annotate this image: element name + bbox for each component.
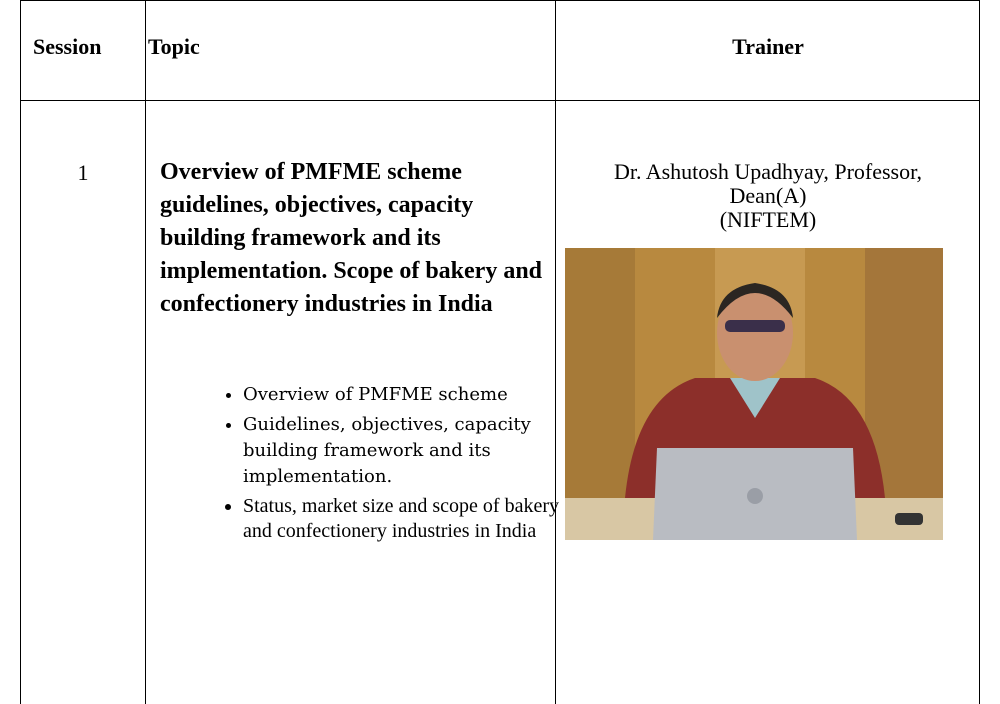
bullet: Status, market size and scope of bakery …: [243, 494, 583, 544]
header-cell: Topic: [148, 34, 200, 59]
trainer-photo: [565, 248, 943, 540]
trainer: Dr. Ashutosh Upadhyay, Professor, Dean(A…: [556, 160, 980, 232]
trainer-line: (NIFTEM): [719, 207, 817, 232]
header-cell: Trainer: [732, 34, 804, 59]
trainer-line: Dean(A): [729, 183, 807, 208]
table-border: [555, 0, 556, 704]
table-border: [145, 0, 146, 704]
bullet: Overview of PMFME scheme: [243, 382, 583, 408]
bullet: Guidelines, objectives, capacity buildin…: [243, 412, 583, 490]
table-border: [20, 0, 21, 704]
topic-bullets: Overview of PMFME scheme Guidelines, obj…: [190, 382, 583, 548]
topic-title: Overview of PMFME scheme guidelines, obj…: [160, 159, 543, 317]
table-border: [20, 0, 980, 1]
session-number: 1: [77, 160, 89, 185]
table-border: [20, 100, 980, 101]
trainer-line: Dr. Ashutosh Upadhyay, Professor,: [613, 159, 923, 184]
header-cell: Session: [33, 34, 102, 59]
table-border: [979, 0, 980, 704]
